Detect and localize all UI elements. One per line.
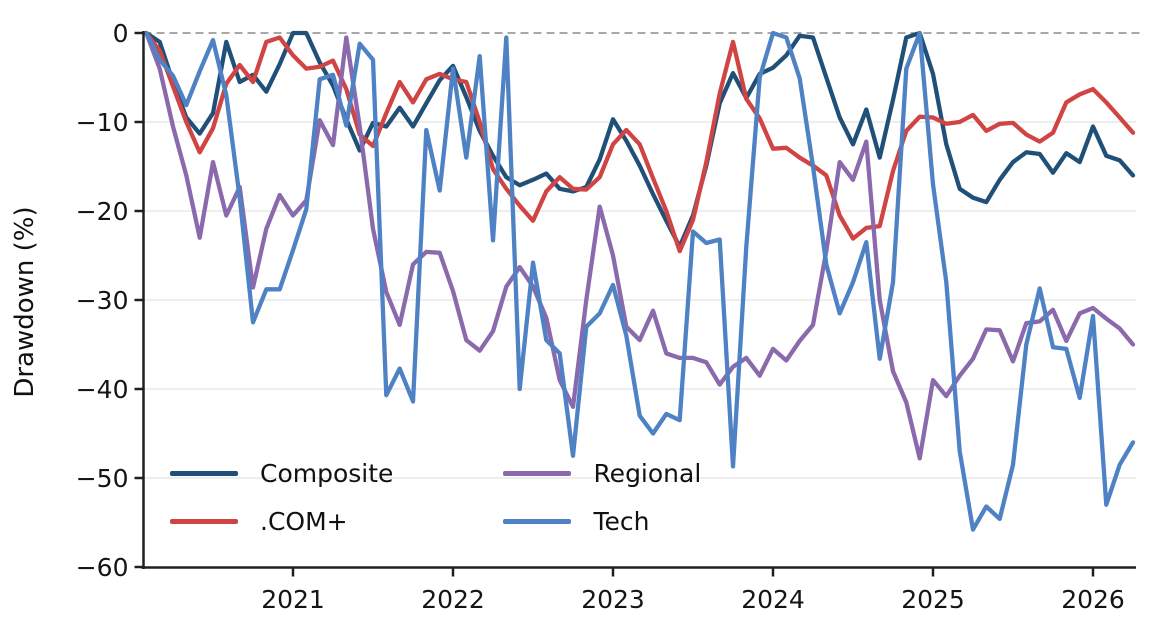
legend-swatch-composite xyxy=(170,470,238,476)
series-line-composite xyxy=(144,30,1136,249)
x-tick-label-2026: 2026 xyxy=(1061,585,1125,614)
y-tick-label--20: −20 xyxy=(76,197,129,226)
y-axis-label: Drawdown (%) xyxy=(10,206,40,398)
legend-column-2: Regional Tech xyxy=(503,449,701,545)
legend-swatch-regional xyxy=(503,470,572,476)
series-line-com xyxy=(144,30,1136,254)
legend-label-composite: Composite xyxy=(260,458,394,488)
legend-column-1: Composite .COM+ xyxy=(170,449,393,545)
legend-label-regional: Regional xyxy=(593,458,702,488)
x-tick-label-2024: 2024 xyxy=(741,585,805,614)
x-tick-label-2021: 2021 xyxy=(261,585,325,614)
legend-item-com: .COM+ xyxy=(170,497,393,545)
legend-swatch-tech xyxy=(503,518,572,524)
legend-item-tech: Tech xyxy=(503,497,701,545)
x-tick-label-2023: 2023 xyxy=(581,585,645,614)
legend-swatch-com xyxy=(170,518,238,524)
x-tick-label-2022: 2022 xyxy=(421,585,485,614)
legend: Composite .COM+ Regional Tech xyxy=(170,449,701,545)
legend-label-com: .COM+ xyxy=(260,506,348,536)
series-line-tech xyxy=(144,30,1136,532)
y-tick-label--10: −10 xyxy=(76,108,129,137)
y-tick-label-0: 0 xyxy=(113,19,129,48)
x-tick-label-2025: 2025 xyxy=(901,585,965,614)
y-tick-label--40: −40 xyxy=(76,375,129,404)
y-tick-label--60: −60 xyxy=(76,553,129,582)
y-tick-label--50: −50 xyxy=(76,464,129,493)
legend-label-tech: Tech xyxy=(593,506,650,536)
legend-item-composite: Composite xyxy=(170,449,393,497)
legend-item-regional: Regional xyxy=(503,449,701,497)
y-tick-label--30: −30 xyxy=(76,286,129,315)
